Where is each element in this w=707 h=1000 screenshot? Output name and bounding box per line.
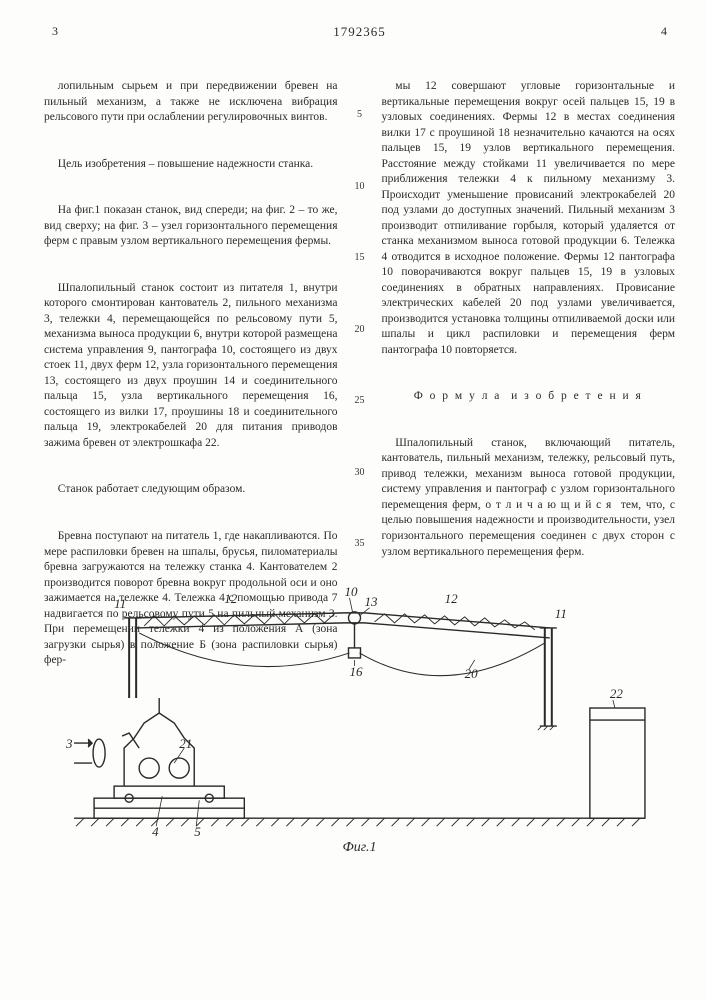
- para: Шпалопильный станок состоит из питателя …: [44, 281, 338, 452]
- anno-21: 21: [179, 736, 192, 751]
- para: Станок работает следующим образом.: [44, 482, 338, 498]
- para: мы 12 совершают угловые горизонтальные и…: [382, 79, 676, 358]
- lineno: 20: [355, 323, 365, 337]
- line-numbers: 5 10 15 20 25 30 35: [352, 48, 368, 538]
- patent-number: 1792365: [58, 24, 661, 40]
- lineno: 25: [355, 394, 365, 408]
- anno-10: 10: [344, 584, 358, 599]
- para: Цель изобретения – повышение надежности …: [44, 157, 338, 173]
- lineno: 15: [355, 251, 365, 265]
- left-column: лопильным сырьем и при передвижении брев…: [44, 48, 338, 538]
- text-columns: лопильным сырьем и при передвижении брев…: [44, 48, 675, 538]
- anno-4: 4: [152, 824, 159, 839]
- right-column: мы 12 совершают угловые горизонтальные и…: [382, 48, 676, 538]
- anno-13: 13: [365, 594, 379, 609]
- anno-11b: 11: [555, 606, 567, 621]
- anno-12a: 12: [224, 591, 238, 606]
- anno-12b: 12: [445, 591, 459, 606]
- figure-1: 3 4 5 21 11 11 12 12 10 13 16 20 22: [44, 538, 675, 858]
- anno-16: 16: [349, 664, 363, 679]
- figure-label: Фиг.1: [342, 840, 376, 856]
- para: На фиг.1 показан станок, вид спереди; на…: [44, 203, 338, 250]
- lineno: 10: [355, 180, 365, 194]
- lineno: 5: [357, 108, 362, 122]
- anno-22: 22: [610, 686, 624, 701]
- anno-5: 5: [194, 824, 201, 839]
- anno-20: 20: [465, 666, 479, 681]
- anno-3: 3: [65, 736, 73, 751]
- header: 3 1792365 4: [44, 24, 675, 40]
- para: лопильным сырьем и при передвижении брев…: [44, 79, 338, 126]
- figure-svg: 3 4 5 21 11 11 12 12 10 13 16 20 22: [44, 538, 675, 858]
- lineno: 30: [355, 466, 365, 480]
- page-num-right: 4: [661, 24, 667, 40]
- anno-11a: 11: [114, 596, 126, 611]
- formula-title: Ф о р м у л а и з о б р е т е н и я: [382, 389, 676, 405]
